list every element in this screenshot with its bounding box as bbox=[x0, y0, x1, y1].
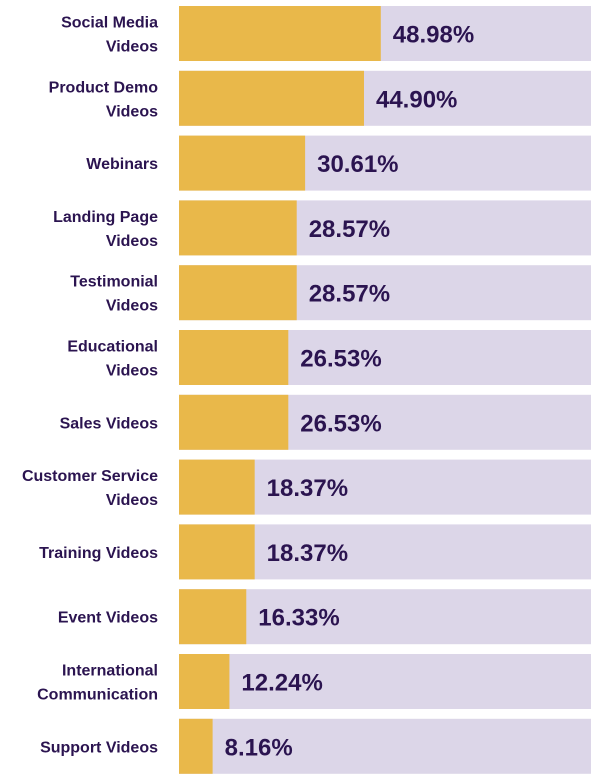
bar-row: 12.24% International Communication bbox=[37, 654, 591, 709]
bar-row: 48.98% Social Media Videos bbox=[61, 6, 591, 61]
value-label: 12.24% bbox=[241, 670, 322, 697]
value-label: 18.37% bbox=[267, 540, 348, 567]
category-label: Social Media bbox=[61, 15, 158, 32]
bar bbox=[179, 394, 289, 450]
category-label: Training Videos bbox=[39, 545, 158, 562]
bar bbox=[179, 330, 289, 385]
bar bbox=[179, 524, 255, 580]
bar-track bbox=[179, 718, 591, 774]
bar-row: 44.90% Product Demo Videos bbox=[49, 70, 591, 126]
category-label: International bbox=[62, 663, 158, 680]
category-label: Educational bbox=[67, 339, 158, 356]
value-label: 26.53% bbox=[300, 410, 381, 437]
category-label: Landing Page bbox=[53, 209, 158, 226]
bar bbox=[179, 135, 306, 191]
bar-row: 26.53% Educational Videos bbox=[67, 330, 591, 385]
category-label: Testimonial bbox=[70, 274, 158, 291]
bar-row: 28.57% Landing Page Videos bbox=[53, 200, 591, 256]
bar-row: 18.37% Customer Service Videos bbox=[22, 459, 591, 515]
category-label: Videos bbox=[106, 103, 158, 120]
bar bbox=[179, 6, 381, 61]
bar bbox=[179, 70, 364, 126]
category-label: Videos bbox=[106, 233, 158, 250]
value-label: 16.33% bbox=[258, 605, 339, 632]
value-label: 30.61% bbox=[317, 151, 398, 178]
bar bbox=[179, 589, 247, 645]
value-label: 44.90% bbox=[376, 86, 457, 113]
category-label: Videos bbox=[106, 39, 158, 56]
value-label: 28.57% bbox=[309, 281, 390, 308]
bar-track bbox=[179, 654, 591, 709]
bar bbox=[179, 654, 230, 709]
value-label: 18.37% bbox=[267, 475, 348, 502]
bar-row: 18.37% Training Videos bbox=[39, 524, 591, 580]
bar bbox=[179, 459, 255, 515]
bar bbox=[179, 200, 297, 256]
value-label: 28.57% bbox=[309, 216, 390, 243]
bar-row: 28.57% Testimonial Videos bbox=[70, 265, 591, 321]
value-label: 26.53% bbox=[300, 346, 381, 373]
value-label: 8.16% bbox=[225, 734, 293, 761]
category-label: Customer Service bbox=[22, 468, 158, 485]
category-label: Videos bbox=[106, 492, 158, 509]
bar-row: 26.53% Sales Videos bbox=[60, 394, 591, 450]
bar bbox=[179, 265, 297, 321]
bar-row: 8.16% Support Videos bbox=[40, 718, 591, 774]
value-label: 48.98% bbox=[393, 22, 474, 49]
bar-row: 16.33% Event Videos bbox=[58, 589, 591, 645]
bar-row: 30.61% Webinars bbox=[86, 135, 591, 191]
category-label: Sales Videos bbox=[60, 415, 159, 432]
category-label: Communication bbox=[37, 687, 158, 704]
category-label: Webinars bbox=[86, 156, 158, 173]
category-label: Product Demo bbox=[49, 79, 159, 96]
category-label: Event Videos bbox=[58, 610, 158, 627]
category-label: Videos bbox=[106, 363, 158, 380]
bar-track bbox=[179, 589, 591, 645]
category-label: Support Videos bbox=[40, 739, 158, 756]
bar bbox=[179, 718, 213, 774]
category-label: Videos bbox=[106, 298, 158, 315]
